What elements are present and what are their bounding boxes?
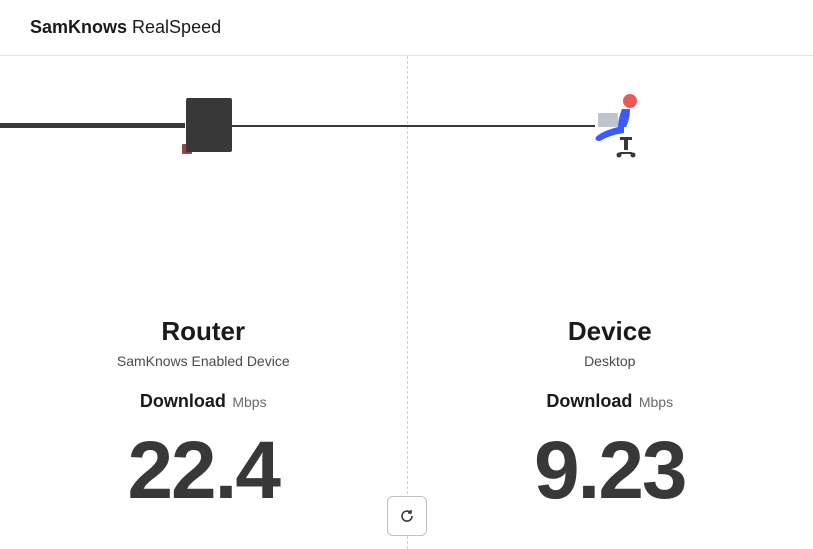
refresh-button[interactable]: [387, 496, 427, 536]
router-download-label: Download: [140, 391, 226, 411]
refresh-icon: [399, 508, 415, 524]
router-subtitle: SamKnows Enabled Device: [117, 353, 290, 369]
device-download-label-row: Download Mbps: [546, 391, 673, 412]
device-column: Device Desktop Download Mbps 9.23: [407, 56, 813, 549]
device-speed-value: 9.23: [534, 430, 686, 512]
router-download-label-row: Download Mbps: [140, 391, 267, 412]
router-column: Router SamKnows Enabled Device Download …: [0, 56, 407, 549]
brand-logo: SamKnows RealSpeed: [30, 17, 221, 38]
device-title: Device: [568, 316, 652, 347]
device-download-label: Download: [546, 391, 632, 411]
device-download-unit: Mbps: [639, 394, 673, 410]
device-subtitle: Desktop: [584, 353, 635, 369]
router-speed-value: 22.4: [127, 430, 279, 512]
main-content: Router SamKnows Enabled Device Download …: [0, 56, 813, 549]
app-header: SamKnows RealSpeed: [0, 0, 813, 56]
router-title: Router: [161, 316, 245, 347]
brand-bold: SamKnows: [30, 17, 127, 37]
router-download-unit: Mbps: [232, 394, 266, 410]
brand-light: RealSpeed: [127, 17, 221, 37]
